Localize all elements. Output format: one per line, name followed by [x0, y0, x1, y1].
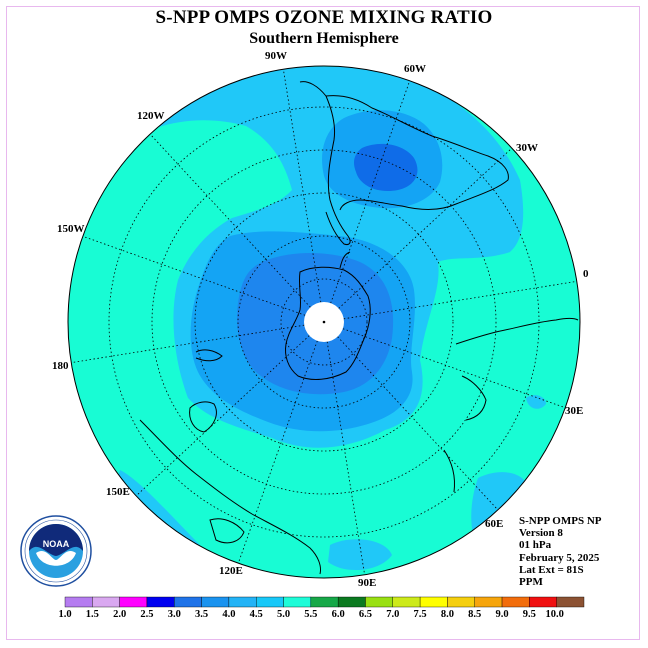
info-date: February 5, 2025: [519, 551, 600, 564]
colorbar-swatch: [474, 596, 503, 608]
colorbar-swatch: [201, 596, 230, 608]
colorbar-swatch: [92, 596, 120, 608]
contour-4.0: [328, 539, 392, 571]
colorbar-tick-label: 9.0: [495, 609, 509, 620]
colorbar-swatch: [529, 596, 557, 608]
colorbar-swatch: [337, 596, 366, 608]
colorbar-tick-label: 8.0: [440, 609, 454, 620]
info-version: Version 8: [519, 527, 563, 540]
lon-label-150e: 150E: [106, 486, 130, 498]
colorbar-swatch: [64, 596, 93, 608]
lon-label-90w: 90W: [265, 50, 287, 62]
colorbar-tick-label: 5.5: [304, 609, 318, 620]
colorbar-swatch: [228, 596, 257, 608]
colorbar-swatch: [365, 596, 393, 608]
colorbar-swatch: [283, 596, 312, 608]
colorbar: [64, 596, 585, 608]
colorbar-tick-label: 6.5: [358, 609, 373, 620]
lon-label-90e: 90E: [358, 577, 377, 589]
colorbar-swatch: [174, 596, 202, 608]
colorbar-tick-label: 3.5: [195, 609, 209, 620]
colorbar-swatch: [119, 596, 148, 608]
product-info: S-NPP OMPS NP Version 8 01 hPa February …: [519, 515, 602, 588]
coastlines: [127, 81, 579, 575]
plot-frame: [6, 6, 640, 640]
colorbar-swatch: [447, 596, 475, 608]
colorbar-tick-label: 2.0: [113, 609, 127, 620]
map-subtitle: Southern Hemisphere: [249, 30, 399, 47]
lon-label-120e: 120E: [219, 565, 243, 577]
lon-label-60e: 60E: [485, 518, 504, 530]
lon-label-0: 0: [583, 268, 589, 280]
colorbar-swatch: [556, 596, 585, 608]
map-title: S-NPP OMPS OZONE MIXING RATIO: [155, 7, 493, 28]
info-lat-extent: Lat Ext = 81S: [519, 563, 584, 576]
colorbar-swatch: [256, 596, 284, 608]
colorbar-tick-label: 3.0: [167, 609, 181, 620]
lon-label-150w: 150W: [57, 223, 85, 235]
colorbar-tick-label: 2.5: [140, 609, 154, 620]
colorbar-tick-label: 4.5: [249, 609, 263, 620]
info-units: PPM: [519, 576, 543, 589]
colorbar-tick-label: 6.0: [331, 609, 345, 620]
colorbar-tick-label: 10.0: [545, 609, 564, 620]
contour-4.0: [526, 395, 546, 409]
colorbar-tick-label: 7.0: [386, 609, 400, 620]
south-pole-marker: [322, 320, 326, 324]
colorbar-swatch: [419, 596, 448, 608]
colorbar-tick-label: 1.0: [58, 609, 72, 620]
colorbar-tick-label: 7.5: [413, 609, 427, 620]
colorbar-swatch: [146, 596, 175, 608]
ozone-field: [68, 66, 580, 578]
colorbar-tick-label: 8.5: [468, 609, 482, 620]
lon-label-180: 180: [52, 360, 69, 372]
graticule: [68, 66, 580, 578]
colorbar-swatch: [392, 596, 421, 608]
info-pressure-level: 01 hPa: [519, 539, 552, 552]
contour-3.0: [354, 143, 418, 192]
info-instrument: S-NPP OMPS NP: [519, 515, 602, 527]
lon-label-30e: 30E: [565, 405, 584, 417]
lon-label-60w: 60W: [404, 63, 426, 75]
colorbar-tick-label: 9.5: [522, 609, 536, 620]
colorbar-tick-label: 4.0: [222, 609, 236, 620]
colorbar-tick-label: 1.5: [85, 609, 99, 620]
colorbar-swatch: [310, 596, 339, 608]
colorbar-tick-label: 5.0: [276, 609, 291, 620]
map-boundary: [67, 65, 581, 579]
lon-label-120w: 120W: [137, 110, 165, 122]
colorbar-swatch: [501, 596, 530, 608]
lon-label-30w: 30W: [516, 142, 538, 154]
